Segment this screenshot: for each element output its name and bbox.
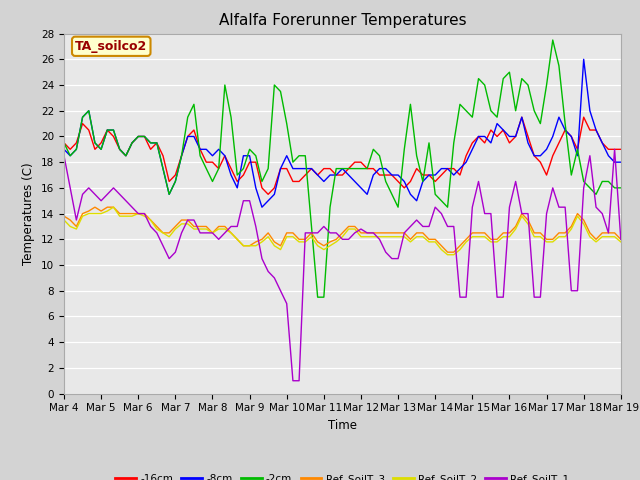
X-axis label: Time: Time: [328, 419, 357, 432]
Legend: -16cm, -8cm, -2cm, Ref_SoilT_3, Ref_SoilT_2, Ref_SoilT_1: -16cm, -8cm, -2cm, Ref_SoilT_3, Ref_Soil…: [111, 470, 574, 480]
Text: TA_soilco2: TA_soilco2: [75, 40, 147, 53]
Y-axis label: Temperatures (C): Temperatures (C): [22, 162, 35, 265]
Title: Alfalfa Forerunner Temperatures: Alfalfa Forerunner Temperatures: [219, 13, 466, 28]
